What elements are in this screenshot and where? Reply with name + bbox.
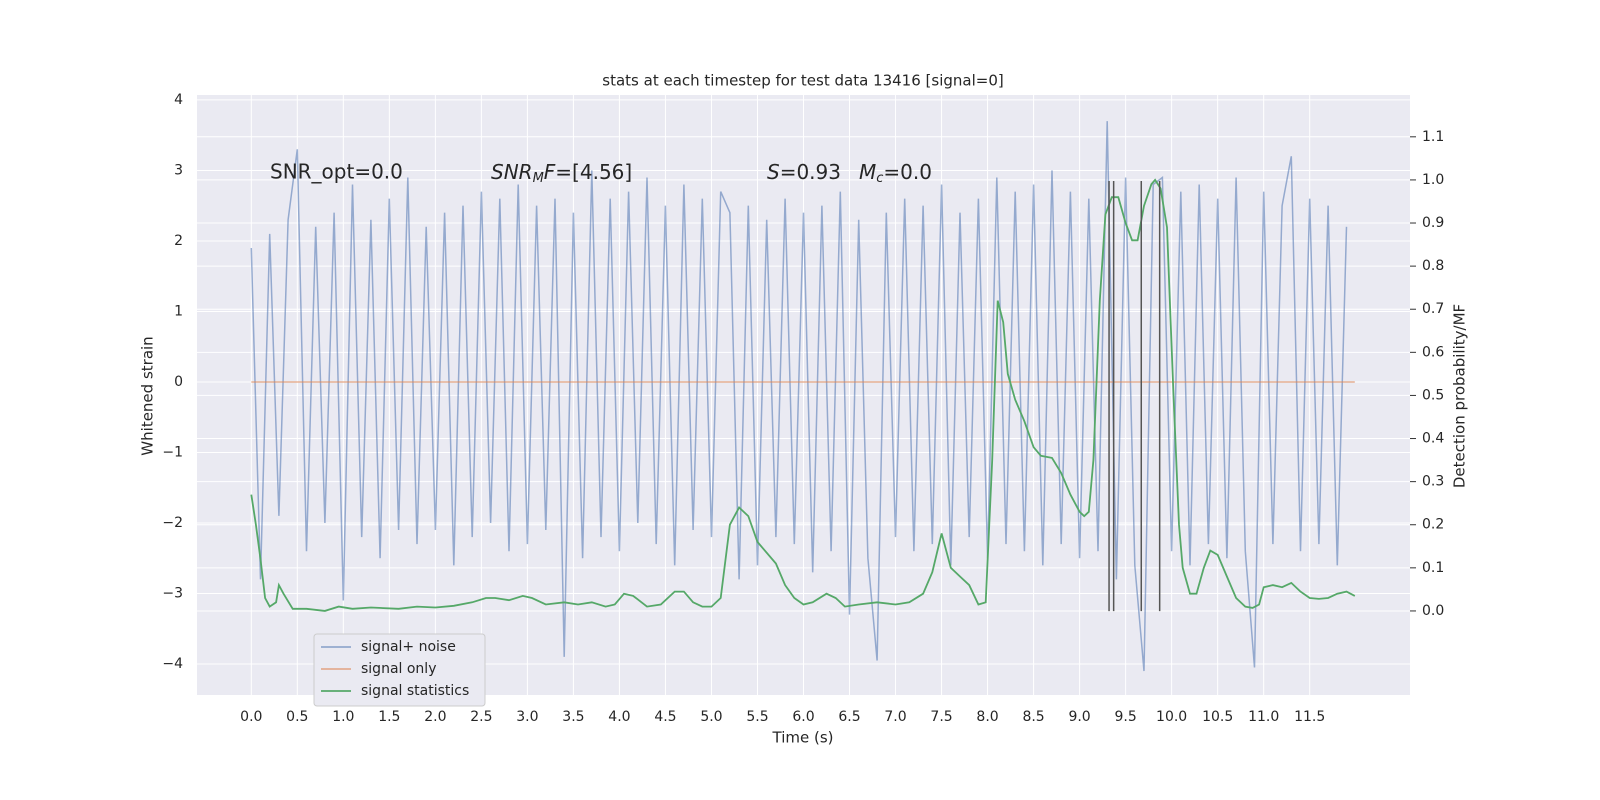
annotation-part: F — [544, 160, 556, 184]
x-tick-label: 8.5 — [1022, 709, 1044, 725]
x-tick-label: 0.0 — [240, 709, 262, 725]
annotation: SNR_opt=0.0 — [270, 160, 403, 184]
y-tick-label: −1 — [162, 444, 183, 460]
annotation-part: =[4.56] — [555, 160, 632, 184]
legend-box — [313, 633, 486, 707]
x-tick-label: 6.0 — [792, 709, 814, 725]
y2-tick-label: 1.1 — [1422, 129, 1444, 145]
y-tick-label: 3 — [174, 162, 183, 178]
y-tick-label: −3 — [162, 585, 183, 601]
y-axis-label: Whitened strain — [139, 336, 157, 455]
y2-tick-label: 0.5 — [1422, 387, 1444, 403]
x-tick-label: 5.0 — [700, 709, 722, 725]
annotation-part: M — [533, 171, 544, 186]
legend-label: signal+ noise — [361, 639, 456, 655]
legend-label: signal statistics — [361, 683, 469, 699]
x-tick-label: 4.0 — [608, 709, 630, 725]
y2-tick-label: 0.2 — [1422, 517, 1444, 533]
x-tick-label: 3.5 — [562, 709, 584, 725]
x-tick-label: 0.5 — [286, 709, 308, 725]
x-tick-label: 8.0 — [976, 709, 998, 725]
x-tick-label: 5.5 — [746, 709, 768, 725]
x-tick-label: 2.0 — [424, 709, 446, 725]
y-tick-label: −4 — [162, 656, 183, 672]
annotation-part: =0.0 — [883, 160, 932, 184]
x-tick-label: 2.5 — [470, 709, 492, 725]
annotation: S=0.93 — [767, 160, 841, 184]
x-tick-label: 9.0 — [1068, 709, 1090, 725]
y-tick-label: 1 — [174, 303, 183, 319]
y2-tick-label: 0.1 — [1422, 560, 1444, 576]
annotation: Mc=0.0 — [859, 160, 932, 186]
annotation: SNRMF=[4.56] — [491, 160, 632, 186]
y2-tick-label: 0.3 — [1422, 474, 1444, 490]
x-tick-label: 7.5 — [930, 709, 952, 725]
annotation-part: SNR — [491, 160, 533, 184]
y-tick-label: 0 — [174, 374, 183, 390]
y2-tick-label: 1.0 — [1422, 172, 1444, 188]
legend-label: signal only — [361, 661, 436, 677]
x-tick-label: 9.5 — [1114, 709, 1136, 725]
x-tick-label: 11.0 — [1248, 709, 1279, 725]
y2-tick-label: 0.6 — [1422, 344, 1444, 360]
annotation-part: M — [859, 160, 876, 184]
x-tick-label: 3.0 — [516, 709, 538, 725]
x-tick-label: 1.5 — [378, 709, 400, 725]
x-tick-label: 10.5 — [1202, 709, 1233, 725]
y-tick-label: 2 — [174, 233, 183, 249]
series-line — [250, 178, 1356, 612]
y2-tick-label: 0.0 — [1422, 603, 1444, 619]
series-line — [250, 121, 1348, 672]
annotation-part: =0.93 — [780, 160, 841, 184]
chart-title: stats at each timestep for test data 134… — [602, 72, 1003, 90]
x-tick-label: 7.0 — [884, 709, 906, 725]
x-axis-label: Time (s) — [772, 729, 834, 747]
x-tick-label: 4.5 — [654, 709, 676, 725]
y2-tick-label: 0.9 — [1422, 215, 1444, 231]
annotation-part: c — [876, 171, 883, 186]
y2-tick-label: 0.4 — [1422, 431, 1444, 447]
x-tick-label: 6.5 — [838, 709, 860, 725]
y2-axis-label: Detection probability/MF — [1451, 304, 1469, 488]
x-tick-label: 10.0 — [1156, 709, 1187, 725]
x-tick-label: 1.0 — [332, 709, 354, 725]
y2-tick-label: 0.8 — [1422, 258, 1444, 274]
annotation-part: S — [767, 160, 780, 184]
y-tick-label: −2 — [162, 515, 183, 531]
y2-tick-label: 0.7 — [1422, 301, 1444, 317]
marks — [250, 121, 1356, 672]
x-tick-label: 11.5 — [1294, 709, 1325, 725]
y-tick-label: 4 — [174, 92, 183, 108]
legend: signal+ noise signal only signal statistic… — [313, 633, 486, 707]
